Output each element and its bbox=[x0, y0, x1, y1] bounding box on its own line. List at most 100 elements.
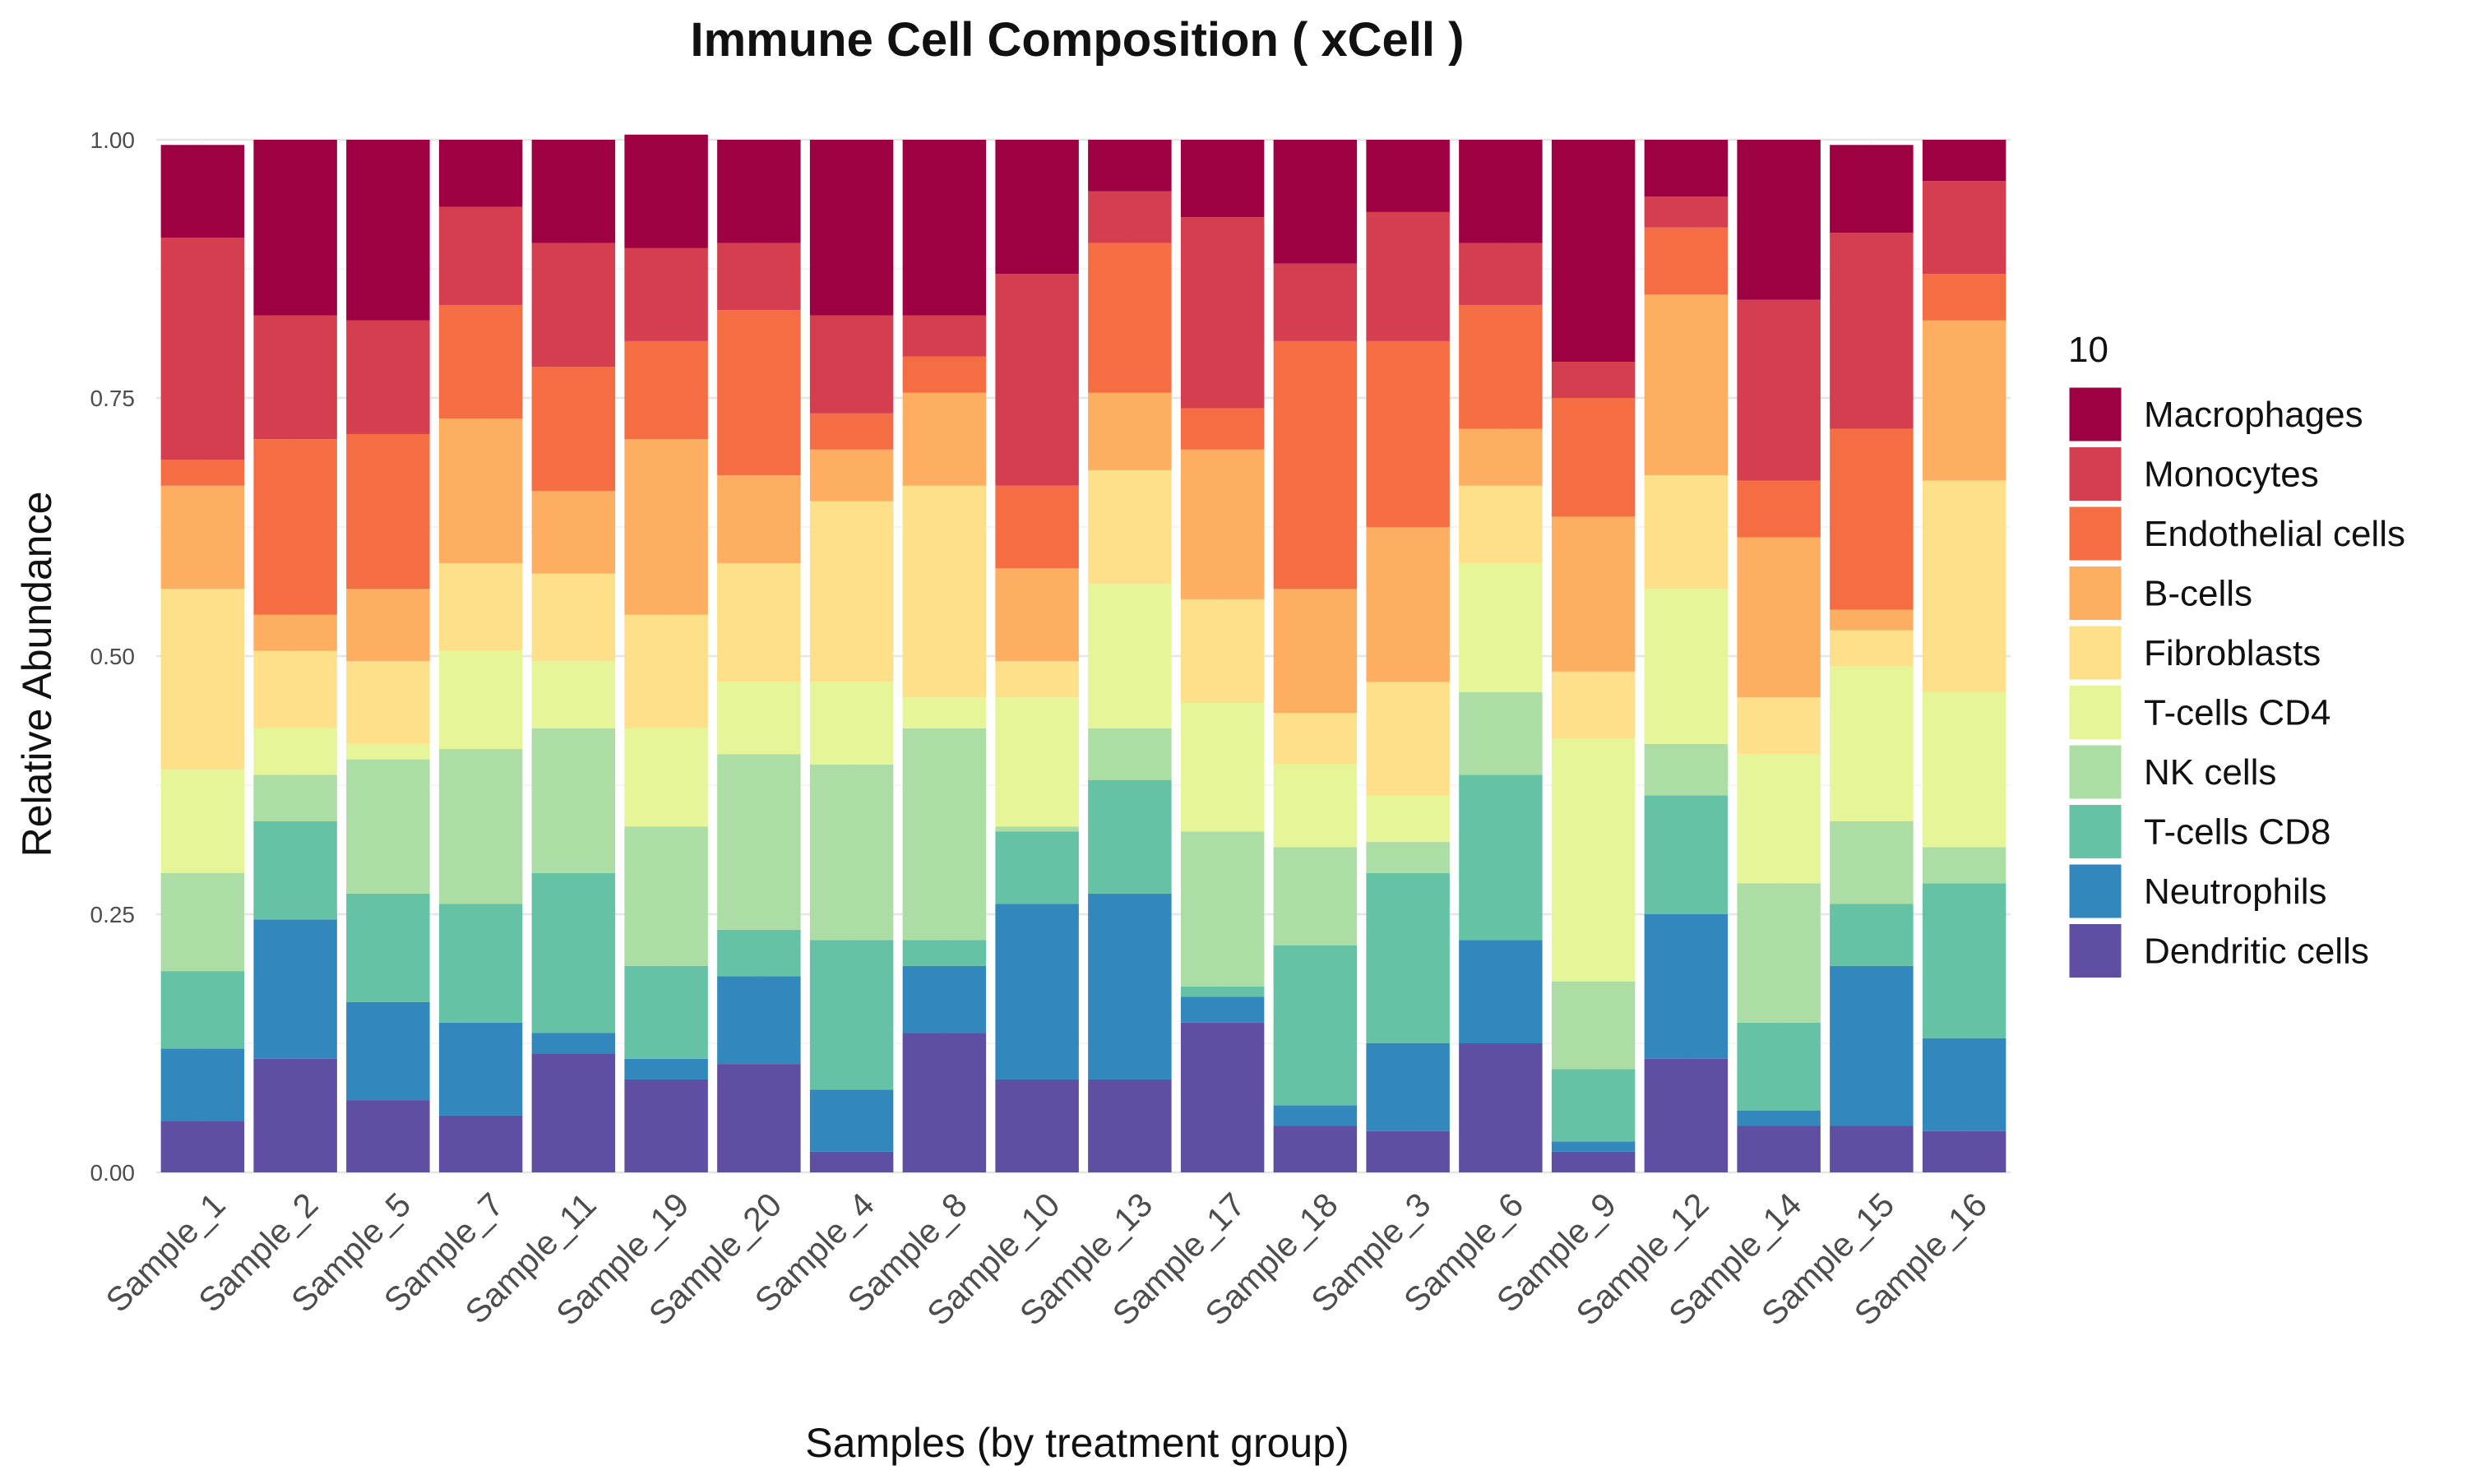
bar-segment-sample-2-neutrophils bbox=[253, 919, 337, 1059]
bar-segment-sample-14-nk-cells bbox=[1737, 883, 1821, 1023]
bar-segment-sample-16-t-cells-cd4 bbox=[1922, 691, 2006, 848]
legend-item-macrophages: Macrophages bbox=[2067, 385, 2363, 444]
bar-segment-sample-13-neutrophils bbox=[1088, 893, 1172, 1079]
bar-segment-sample-18-t-cells-cd4 bbox=[1273, 764, 1358, 848]
bar-segment-sample-10-b-cells bbox=[995, 568, 1079, 662]
legend-swatch bbox=[2067, 802, 2124, 861]
y-tick-label: 0.75 bbox=[90, 386, 136, 411]
bar-segment-sample-19-macrophages bbox=[624, 134, 708, 248]
bar-segment-sample-2-b-cells bbox=[253, 614, 337, 651]
bar-segment-sample-4-monocytes bbox=[809, 315, 894, 414]
bar-segment-sample-17-t-cells-cd8 bbox=[1180, 986, 1265, 997]
bar-segment-sample-3-t-cells-cd4 bbox=[1366, 795, 1450, 843]
bar-segment-sample-10-endothelial-cells bbox=[995, 485, 1079, 569]
bar-segment-sample-1-monocytes bbox=[160, 238, 245, 460]
bar-segment-sample-16-neutrophils bbox=[1922, 1038, 2006, 1131]
bar-segment-sample-8-endothelial-cells bbox=[902, 356, 987, 393]
y-axis-title: Relative Abundance bbox=[14, 492, 60, 858]
y-tick-label: 0.00 bbox=[90, 1160, 136, 1186]
bar-segment-sample-15-nk-cells bbox=[1830, 821, 1914, 904]
bar-segment-sample-5-fibroblasts bbox=[346, 661, 430, 744]
bar-segment-sample-6-fibroblasts bbox=[1459, 485, 1543, 563]
bar-segment-sample-20-monocytes bbox=[717, 243, 801, 311]
bar-segment-sample-11-neutrophils bbox=[531, 1033, 616, 1054]
bar-segment-sample-16-b-cells bbox=[1922, 320, 2006, 481]
bar-segment-sample-2-monocytes bbox=[253, 315, 337, 440]
legend-item-fibroblasts: Fibroblasts bbox=[2067, 623, 2321, 682]
bar-segment-sample-13-fibroblasts bbox=[1088, 469, 1172, 585]
bar-segment-sample-10-monocytes bbox=[995, 274, 1079, 486]
bar-segment-sample-20-t-cells-cd8 bbox=[717, 929, 801, 977]
bar-segment-sample-9-macrophages bbox=[1551, 140, 1636, 363]
bar-segment-sample-12-macrophages bbox=[1644, 140, 1729, 197]
bar-segment-sample-3-neutrophils bbox=[1366, 1043, 1450, 1131]
bar-segment-sample-13-b-cells bbox=[1088, 392, 1172, 470]
bar-segment-sample-2-endothelial-cells bbox=[253, 439, 337, 615]
bar-segment-sample-8-dendritic-cells bbox=[902, 1033, 987, 1172]
legend-label: Endothelial cells bbox=[2144, 514, 2405, 554]
bar-segment-sample-20-macrophages bbox=[717, 140, 801, 243]
bar-segment-sample-20-nk-cells bbox=[717, 754, 801, 930]
y-tick-label: 1.00 bbox=[90, 127, 136, 153]
bar-segment-sample-1-t-cells-cd4 bbox=[160, 770, 245, 873]
bar-segment-sample-11-t-cells-cd8 bbox=[531, 872, 616, 1033]
bar-segment-sample-3-nk-cells bbox=[1366, 842, 1450, 873]
bar-segment-sample-15-t-cells-cd8 bbox=[1830, 904, 1914, 966]
bar-segment-sample-10-macrophages bbox=[995, 140, 1079, 275]
bar-segment-sample-14-b-cells bbox=[1737, 537, 1821, 698]
bar-segment-sample-13-monocytes bbox=[1088, 191, 1172, 243]
bar-segment-sample-11-monocytes bbox=[531, 243, 616, 368]
bar-segment-sample-18-neutrophils bbox=[1273, 1105, 1358, 1126]
bar-segment-sample-4-t-cells-cd8 bbox=[809, 940, 894, 1090]
legend-label: B-cells bbox=[2144, 574, 2252, 614]
bar-segment-sample-5-dendritic-cells bbox=[346, 1100, 430, 1172]
bar-segment-sample-10-t-cells-cd4 bbox=[995, 697, 1079, 827]
bar-segment-sample-15-fibroblasts bbox=[1830, 630, 1914, 667]
bar-segment-sample-14-t-cells-cd4 bbox=[1737, 754, 1821, 884]
bar-segment-sample-9-dendritic-cells bbox=[1551, 1151, 1636, 1172]
bar-segment-sample-9-b-cells bbox=[1551, 516, 1636, 672]
bar-segment-sample-7-neutrophils bbox=[438, 1022, 523, 1116]
legend-swatch bbox=[2067, 623, 2124, 682]
bar-segment-sample-7-monocytes bbox=[438, 206, 523, 305]
bar-segment-sample-17-nk-cells bbox=[1180, 831, 1265, 987]
legend-item-monocytes: Monocytes bbox=[2067, 445, 2319, 503]
legend-label: T-cells CD4 bbox=[2144, 693, 2330, 733]
bar-segment-sample-14-t-cells-cd8 bbox=[1737, 1022, 1821, 1111]
bar-segment-sample-10-dendritic-cells bbox=[995, 1079, 1079, 1172]
bar-segment-sample-19-t-cells-cd4 bbox=[624, 728, 708, 827]
bar-segment-sample-9-endothelial-cells bbox=[1551, 398, 1636, 517]
bar-segment-sample-18-nk-cells bbox=[1273, 847, 1358, 945]
bar-segment-sample-20-endothelial-cells bbox=[717, 310, 801, 476]
chart-title: Immune Cell Composition ( xCell ) bbox=[691, 13, 1465, 67]
bar-segment-sample-10-t-cells-cd8 bbox=[995, 831, 1079, 904]
bar-segment-sample-7-macrophages bbox=[438, 140, 523, 207]
legend-swatch bbox=[2067, 564, 2124, 622]
bar-segment-sample-2-t-cells-cd8 bbox=[253, 821, 337, 920]
legend-label: Fibroblasts bbox=[2144, 633, 2321, 673]
bar-segment-sample-5-neutrophils bbox=[346, 1001, 430, 1101]
bar-segment-sample-18-macrophages bbox=[1273, 140, 1358, 264]
bar-segment-sample-8-macrophages bbox=[902, 140, 987, 316]
bar-segment-sample-12-b-cells bbox=[1644, 294, 1729, 476]
bar-segment-sample-12-t-cells-cd4 bbox=[1644, 589, 1729, 744]
bar-segment-sample-14-macrophages bbox=[1737, 140, 1821, 300]
legend: 10 Macrophages Monocytes Endothelial cells… bbox=[2067, 330, 2405, 980]
bar-segment-sample-13-macrophages bbox=[1088, 140, 1172, 192]
legend-item-t-cells-cd4: T-cells CD4 bbox=[2067, 683, 2330, 742]
bar-segment-sample-7-fibroblasts bbox=[438, 562, 523, 651]
legend-swatch bbox=[2067, 385, 2124, 444]
x-axis-title: Samples (by treatment group) bbox=[805, 1420, 1349, 1466]
bar-segment-sample-10-nk-cells bbox=[995, 826, 1079, 832]
bar-segment-sample-5-macrophages bbox=[346, 140, 430, 321]
bar-segment-sample-7-t-cells-cd8 bbox=[438, 904, 523, 1023]
bar-segment-sample-12-monocytes bbox=[1644, 196, 1729, 228]
bar-segment-sample-16-t-cells-cd8 bbox=[1922, 883, 2006, 1038]
bar-segment-sample-13-nk-cells bbox=[1088, 728, 1172, 780]
bar-segment-sample-19-endothelial-cells bbox=[624, 340, 708, 440]
bar-segment-sample-16-monocytes bbox=[1922, 181, 2006, 275]
legend-label: Neutrophils bbox=[2144, 871, 2327, 912]
bar-segment-sample-6-dendritic-cells bbox=[1459, 1043, 1543, 1172]
bar-segment-sample-15-neutrophils bbox=[1830, 965, 1914, 1126]
